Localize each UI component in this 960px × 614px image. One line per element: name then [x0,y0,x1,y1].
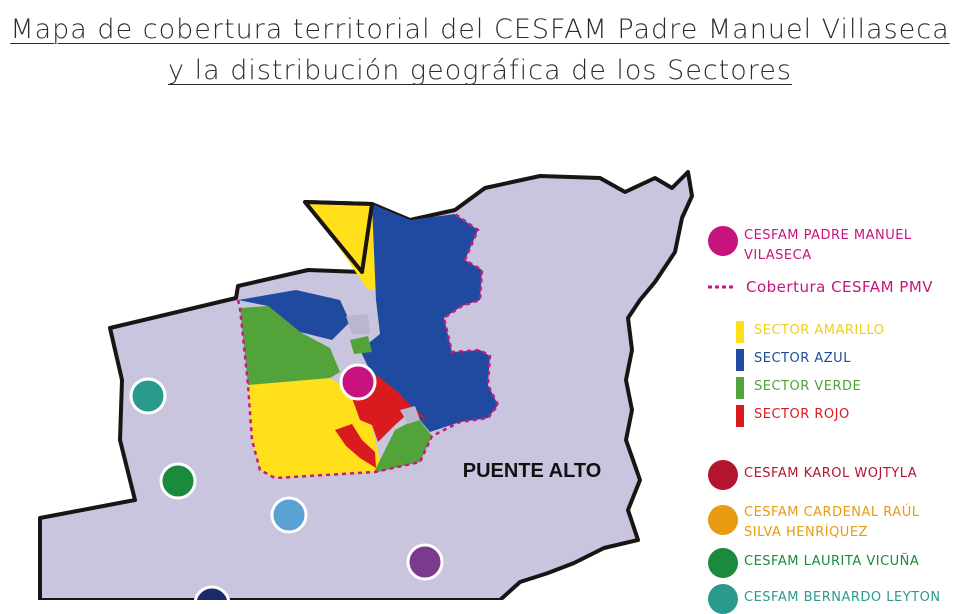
light-blue-cesfam-marker[interactable] [270,496,308,534]
map-title-line-2-text: y la distribución geográfica de los Sect… [168,55,792,86]
legend-label-line: SILVA HENRÍQUEZ [744,525,868,540]
legend-sector-label: SECTOR ROJO [754,407,850,422]
map-title-line-1-text: Mapa de cobertura territorial del CESFAM… [10,14,950,45]
legend-sector-label: SECTOR AMARILLO [754,323,885,338]
map-legend: CESFAM PADRE MANUEL VILASECA Cobertura C… [708,0,958,614]
sector-rojo-south [335,424,376,468]
coverage-black-border [303,200,374,274]
green-bar-icon [736,377,744,399]
legend-cesfam-label: CESFAM CARDENAL RAÚL SILVA HENRÍQUEZ [744,503,919,543]
legend-sector-amarillo: SECTOR AMARILLO [708,321,885,343]
territory-map: PUENTE ALTO [38,170,694,600]
circle-icon [708,226,738,256]
unassigned-patch-2 [400,406,420,424]
legend-sector-rojo: SECTOR ROJO [708,405,850,427]
map-title-line-1: Mapa de cobertura territorial del CESFAM… [0,14,960,45]
legend-label-line: CESFAM PADRE MANUEL [744,228,912,243]
legend-cesfam-karol-wojtyla: CESFAM KAROL WOJTYLA [708,460,917,490]
unassigned-patch [346,314,370,334]
sector-verde-patch [350,336,372,354]
yellow-bar-icon [736,321,744,343]
legend-cesfam-pmv: CESFAM PADRE MANUEL VILASECA [708,226,912,266]
navy-cesfam-marker[interactable] [193,585,231,600]
legend-cesfam-pmv-label: CESFAM PADRE MANUEL VILASECA [744,226,912,266]
circle-icon [708,548,738,578]
circle-icon [708,460,738,490]
legend-cesfam-label: CESFAM KAROL WOJTYLA [744,466,918,481]
sector-azul-area [360,204,498,432]
legend-label-line: VILASECA [744,248,812,263]
legend-sector-label: SECTOR AZUL [754,351,851,366]
legend-cesfam-laurita-vicuna: CESFAM LAURITA VICUÑA [708,548,919,578]
legend-coverage: Cobertura CESFAM PMV [708,277,933,297]
legend-label-line: CESFAM CARDENAL RAÚL [744,505,920,520]
legend-sector-azul: SECTOR AZUL [708,349,851,371]
legend-cesfam-label: CESFAM LAURITA VICUÑA [744,554,920,569]
map-title-line-2: y la distribución geográfica de los Sect… [0,55,960,86]
circle-icon [708,505,738,535]
legend-sector-verde: SECTOR VERDE [708,377,861,399]
cesfam-laurita-vicuna-marker[interactable] [159,462,197,500]
legend-cesfam-label: CESFAM BERNARDO LEYTON [744,590,941,605]
legend-sector-label: SECTOR VERDE [754,379,862,394]
dashed-line-icon [708,285,734,289]
sector-azul-west [238,290,350,340]
legend-coverage-label: Cobertura CESFAM PMV [746,278,934,296]
red-bar-icon [736,405,744,427]
blue-bar-icon [736,349,744,371]
cobertura-cesfam-pmv-line [236,212,500,480]
cesfam-pmv-marker[interactable] [339,363,377,401]
sector-verde-area [240,306,340,385]
legend-cesfam-cardenal-raul-silva-henriquez: CESFAM CARDENAL RAÚL SILVA HENRÍQUEZ [708,503,919,543]
circle-icon [708,584,738,614]
legend-cesfam-bernardo-leyton: CESFAM BERNARDO LEYTON [708,584,941,614]
cesfam-bernardo-leyton-marker[interactable] [129,377,167,415]
purple-cesfam-marker[interactable] [406,543,444,581]
sector-amarillo-area [248,378,380,478]
sector-verde-south [375,418,432,472]
puente-alto-label: PUENTE ALTO [463,460,602,482]
